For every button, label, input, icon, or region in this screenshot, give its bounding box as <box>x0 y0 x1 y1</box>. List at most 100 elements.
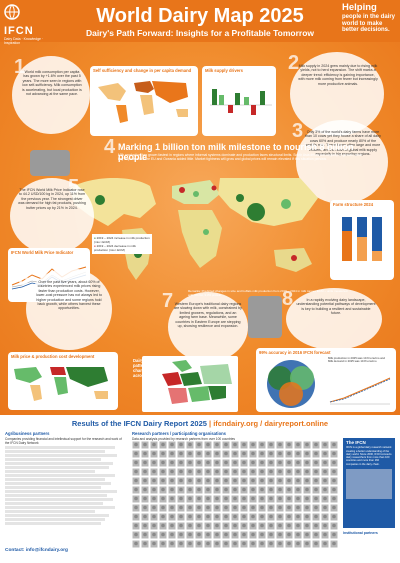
price-indicator-title: IFCN World Milk Price Indicator <box>11 250 74 255</box>
map-asia <box>218 178 318 226</box>
logo-row <box>5 470 95 473</box>
logo-row <box>5 462 113 465</box>
milk-supply-title: Milk supply drivers <box>205 68 243 73</box>
ifcn-title: The IFCN <box>346 440 366 445</box>
logo-row <box>5 518 105 521</box>
legend-growth-label: ● 2019 – 2024 increase in milk productio… <box>94 236 150 244</box>
section-number-5: 5 <box>68 176 80 198</box>
contact-email[interactable]: Contact: info@ifcndairy.org <box>5 548 68 553</box>
growth-bubble <box>281 199 291 209</box>
decline-bubble <box>291 255 297 261</box>
logo-row <box>5 486 101 489</box>
section-number-4: 4 <box>104 136 116 158</box>
logo-row <box>5 498 113 501</box>
section-number-3: 3 <box>292 120 304 142</box>
section-number-2: 2 <box>288 52 300 74</box>
self-sufficiency-chart: Self sufficiency and change in per capit… <box>90 66 198 136</box>
research-partners: Research partners / participating organi… <box>132 431 338 550</box>
section-number-1: 1 <box>14 56 26 78</box>
note-1-circle <box>12 56 90 134</box>
logo-row <box>5 454 117 457</box>
note-5: The IFCN World Milk Price Indicator rose… <box>18 188 86 210</box>
note-7: Western Europe's traditional dairy regio… <box>174 302 242 329</box>
forecast-chart: 99% accuracy in 2016 IFCN forecast Milk … <box>256 348 396 412</box>
decline-bubble <box>179 187 185 193</box>
section-number-7: 7 <box>162 290 174 312</box>
research-title: Research partners / participating organi… <box>132 431 227 436</box>
map-africa <box>178 210 222 268</box>
helping-title: Helping <box>342 2 377 13</box>
forecast-production-label: Milk production in 2025 was 10.9 tons/mo… <box>328 356 385 360</box>
map-legend: ● 2019 – 2024 increase in milk productio… <box>92 234 152 254</box>
logo-row <box>5 446 115 449</box>
section-number-8: 8 <box>282 288 294 310</box>
note-8: In a rapidly evolving dairy landscape, u… <box>296 298 376 316</box>
logo-row <box>5 510 95 513</box>
note-7-circle <box>168 292 248 362</box>
decline-bubble <box>211 185 217 191</box>
growth-bubble <box>236 194 244 202</box>
ifcn-logo: IFCN Dairy Data · Knowledge · Inspiratio… <box>4 4 52 45</box>
helping-slogan: Helping people in the dairy world to mak… <box>342 3 398 34</box>
headline-4-text: Milk production has grown fastest in reg… <box>118 153 363 161</box>
world-map <box>70 177 318 280</box>
helping-text: people in the dairy world to make better… <box>342 14 396 33</box>
logo-tagline: Dairy Data · Knowledge · Inspiration <box>4 37 44 45</box>
logo-row <box>5 450 105 453</box>
growth-bubble <box>95 195 105 205</box>
cost-development-title: Milk price & production cost development <box>11 354 95 359</box>
agribusiness-title: Agribusiness partners <box>5 431 50 436</box>
note-2: Milk supply in 2024 grew mainly due to r… <box>298 64 378 86</box>
self-sufficiency-map <box>98 81 188 123</box>
logo-row <box>5 466 109 469</box>
logo-row <box>5 502 103 505</box>
page-title: World Dairy Map 2025 <box>96 5 304 27</box>
farm-structure-chart: Farm structure 2024 <box>330 200 394 280</box>
note-3-circle <box>296 120 388 204</box>
institutional-partners: Institutional partners <box>343 531 378 535</box>
ifcn-info-box: The IFCN IFCN is a global dairy research… <box>343 438 395 528</box>
forecast-venn <box>267 360 315 408</box>
team-photo <box>346 469 392 500</box>
dairy-products-photo <box>30 150 70 176</box>
note-6: Over the past five years, about 60% of c… <box>36 280 102 311</box>
milk-supply-chart: Milk supply drivers <box>202 66 276 136</box>
note-1: World milk consumption per capita has gr… <box>22 70 82 97</box>
agribusiness-text: Companies providing financial and intell… <box>5 437 122 445</box>
agribusiness-partners: Agribusiness partners Companies providin… <box>5 431 125 526</box>
logo-row <box>5 506 115 509</box>
europe-choropleth <box>162 360 232 404</box>
note-8-circle <box>286 288 382 350</box>
farmer-photo <box>248 296 282 338</box>
note-5-circle <box>10 178 94 254</box>
results-line: Results of the IFCN Dairy Report 2025 | … <box>0 419 400 428</box>
forecast-title: 99% accuracy in 2016 IFCN forecast <box>259 350 331 355</box>
growth-bubble <box>193 191 199 197</box>
research-text: Data and analysis provided by research p… <box>132 437 235 441</box>
research-partner-grid <box>132 441 338 549</box>
legend-decline-label: ● 2019 – 2024 decrease in milk productio… <box>94 244 136 252</box>
cost-development-chart: Milk price & production cost development <box>8 352 118 410</box>
results-sep: | <box>209 419 214 428</box>
growth-bubble <box>247 203 265 221</box>
logo-row <box>5 494 107 497</box>
logo-row <box>5 514 109 517</box>
globe-icon <box>4 4 20 20</box>
note-6-circle <box>26 268 112 350</box>
farm-structure-bars <box>342 217 382 261</box>
header-bar <box>0 0 400 42</box>
forecast-demand-label: Milk demand in 2025 was 10.8 tons/mo <box>328 359 377 364</box>
note-3: Only 3% of the world's dairy farms have … <box>305 130 381 157</box>
self-sufficiency-title: Self sufficiency and change in per capit… <box>93 68 192 73</box>
logo-row <box>5 474 115 477</box>
results-links[interactable]: ifcndairy.org / dairyreport.online <box>213 419 329 428</box>
growth-bubble <box>203 229 209 235</box>
europe-map <box>142 356 238 412</box>
cost-development-map <box>14 367 108 401</box>
logo-row <box>5 458 101 461</box>
milk-supply-bars <box>210 89 272 115</box>
logo-row <box>5 478 105 481</box>
forecast-labels: Milk production in 2025 was 10.9 tons/mo… <box>328 356 394 364</box>
logo-row <box>5 490 117 493</box>
